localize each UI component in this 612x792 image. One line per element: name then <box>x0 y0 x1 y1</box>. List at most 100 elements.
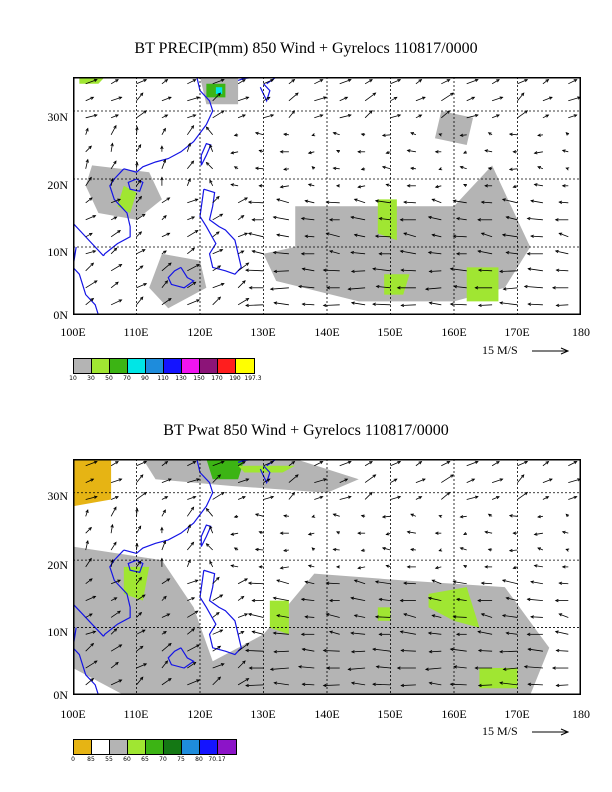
precip-map <box>73 77 581 315</box>
wind-arrowhead <box>403 613 408 617</box>
legend-tick-label: 0 <box>71 756 75 763</box>
wind-vector <box>110 478 122 483</box>
wind-vector <box>428 597 442 601</box>
wind-arrowhead <box>374 234 379 238</box>
wind-arrowhead <box>113 216 118 220</box>
wind-arrowhead <box>301 647 306 652</box>
wind-arrowhead <box>484 530 489 534</box>
wind-arrowhead <box>113 247 118 252</box>
wind-arrowhead <box>508 132 513 136</box>
wind-vector <box>212 213 223 221</box>
wind-vector <box>499 682 518 686</box>
wind-arrowhead <box>135 542 139 547</box>
wind-arrowhead <box>450 92 454 96</box>
wind-arrowhead <box>427 251 432 255</box>
wind-arrowhead <box>326 666 330 670</box>
wind-vector <box>161 540 166 551</box>
wind-vector <box>450 303 467 306</box>
wind-arrowhead <box>191 628 196 632</box>
wind-vector <box>485 150 493 153</box>
wind-vector <box>506 252 518 255</box>
wind-vector <box>555 250 569 255</box>
wind-arrowhead <box>240 250 245 254</box>
wind-arrowhead <box>245 642 250 647</box>
wind-vector <box>237 496 246 500</box>
wind-vector <box>517 92 525 102</box>
wind-vector <box>212 296 221 306</box>
wind-arrowhead <box>283 514 287 518</box>
wind-vector <box>428 216 442 221</box>
wind-arrowhead <box>335 565 340 569</box>
wind-arrowhead <box>88 613 93 617</box>
wind-vector <box>527 598 543 601</box>
wind-vector <box>326 613 340 618</box>
wind-vector <box>298 666 315 669</box>
wind-arrowhead <box>167 642 172 647</box>
wind-arrowhead <box>191 216 196 220</box>
wind-arrowhead <box>434 531 439 535</box>
wind-vector <box>136 492 147 500</box>
wind-vector <box>161 159 166 169</box>
wind-vector <box>339 114 351 119</box>
wind-vector <box>454 666 467 669</box>
wind-vector <box>528 648 543 652</box>
wind-vector <box>400 250 416 255</box>
wind-arrowhead <box>554 598 559 603</box>
wind-vector <box>136 296 144 306</box>
wind-vector <box>161 678 172 686</box>
wind-vector <box>85 197 93 204</box>
wind-arrowhead <box>434 184 439 189</box>
wind-vector <box>245 304 264 306</box>
wind-arrowhead <box>336 149 340 154</box>
wind-arrowhead <box>344 96 349 100</box>
wind-arrowhead <box>115 114 119 118</box>
wind-arrowhead <box>545 460 550 465</box>
wind-vector <box>301 598 315 601</box>
wind-vector <box>530 200 543 204</box>
wind-vector <box>237 631 244 635</box>
wind-arrowhead <box>453 665 458 669</box>
wind-vector <box>542 496 549 500</box>
wind-vector <box>212 492 225 500</box>
wind-vector <box>136 508 138 517</box>
wind-vector <box>314 478 327 483</box>
wind-vector <box>212 594 223 601</box>
wind-arrowhead <box>496 79 500 83</box>
wind-vector <box>276 579 290 585</box>
precip-area <box>79 77 105 84</box>
wind-arrowhead <box>311 133 316 137</box>
wind-vector <box>530 581 543 585</box>
wind-arrowhead <box>304 199 309 203</box>
wind-arrowhead <box>319 114 324 118</box>
wind-arrowhead <box>194 198 199 202</box>
wind-vector <box>453 581 467 585</box>
wind-vector <box>481 582 493 585</box>
wind-vector <box>506 597 518 601</box>
wind-arrowhead <box>245 303 249 308</box>
wind-arrowhead <box>477 303 482 308</box>
lat-lon-grid <box>73 459 581 695</box>
legend-tick-label: 30 <box>87 375 95 382</box>
wind-vector <box>568 114 577 119</box>
wind-vector <box>506 632 518 635</box>
wind-arrowhead <box>424 667 429 671</box>
wind-vector <box>186 178 191 186</box>
wind-arrowhead <box>209 525 213 530</box>
wind-arrowhead <box>537 547 542 551</box>
wind-vector <box>288 492 295 500</box>
pwat-area <box>269 600 289 635</box>
wind-arrowhead <box>505 631 510 635</box>
wind-arrowhead <box>196 299 201 303</box>
wind-vector <box>85 159 89 169</box>
wind-vector <box>456 598 467 601</box>
wind-arrowhead <box>474 666 479 670</box>
wind-arrowhead <box>166 613 171 617</box>
legend-swatch <box>236 359 254 373</box>
wind-vector <box>245 269 264 272</box>
wind-arrowhead <box>393 478 398 482</box>
wind-arrowhead <box>520 474 525 478</box>
wind-arrowhead <box>301 302 306 306</box>
wind-arrowhead <box>192 661 197 666</box>
legend-ticks: 0 85 55 60 65 70 75 80 70.17 <box>71 755 237 765</box>
legend-swatch <box>164 359 182 373</box>
